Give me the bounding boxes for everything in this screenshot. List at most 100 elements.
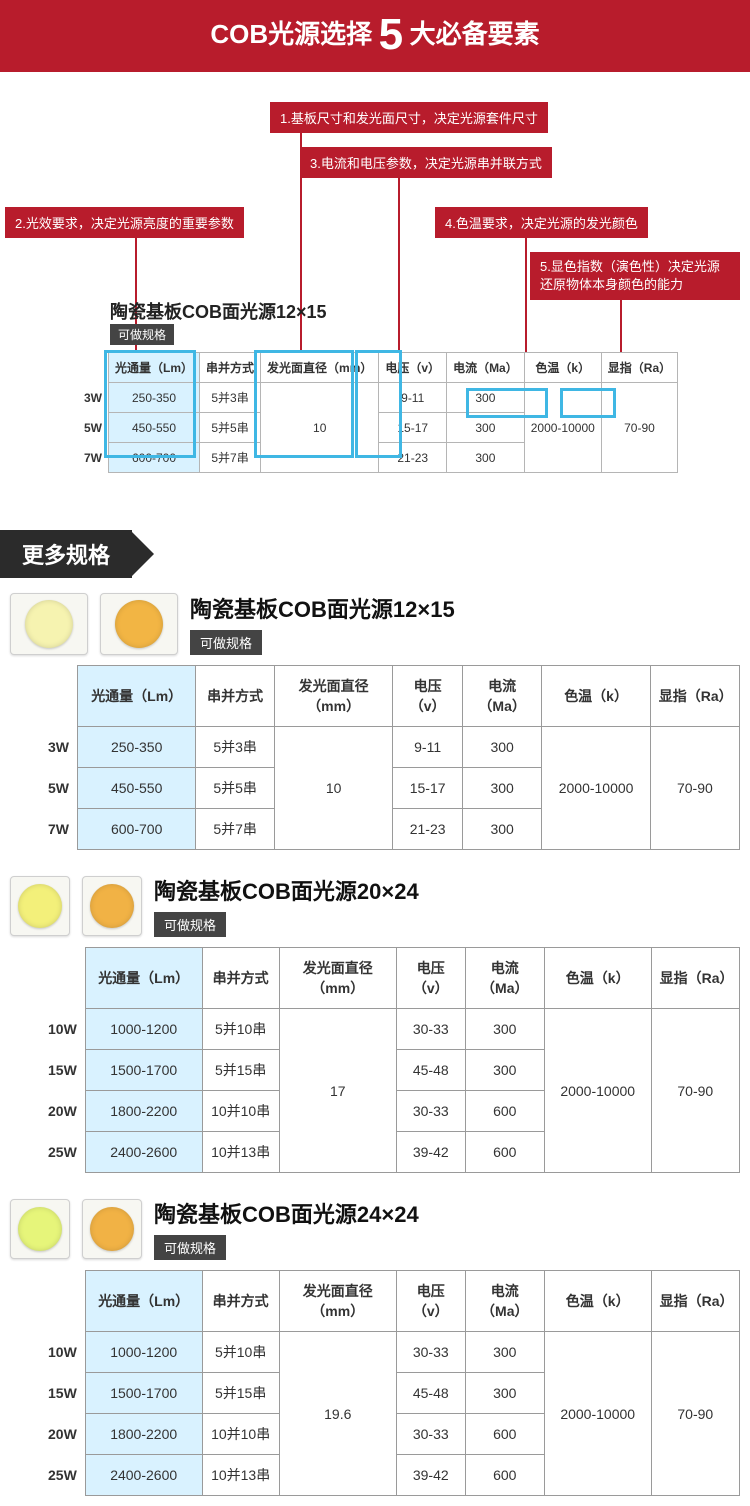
cell-current: 300: [462, 768, 542, 809]
blank-cell: [40, 666, 78, 727]
table-header: 光通量（Lm）: [85, 948, 202, 1009]
cell-mode: 5并15串: [202, 1050, 279, 1091]
row-label: 10W: [40, 1009, 85, 1050]
table-header: 显指（Ra）: [650, 666, 739, 727]
cell-diameter: 10: [274, 727, 392, 850]
banner-pre: COB光源选择: [210, 19, 372, 49]
callout-3: 3.电流和电压参数，决定光源串并联方式: [300, 147, 552, 178]
cell-ct: 2000-10000: [542, 727, 650, 850]
cell-ra: 70-90: [651, 1332, 739, 1496]
row-label: 20W: [40, 1091, 85, 1132]
banner-post: 大必备要素: [410, 19, 540, 49]
mini-table: 光通量（Lm） 串并方式 发光面直径（mm） 电压（v） 电流（Ma） 色温（k…: [78, 352, 678, 473]
c: 9-11: [379, 383, 447, 413]
banner-big: 5: [377, 10, 405, 59]
c: 5并5串: [200, 413, 261, 443]
section-header: 更多规格: [0, 530, 750, 578]
row-label: 20W: [40, 1414, 85, 1455]
cell-current: 300: [465, 1373, 544, 1414]
product-title: 陶瓷基板COB面光源20×24: [154, 874, 419, 906]
product-badge: 可做规格: [190, 630, 262, 655]
product-block: 陶瓷基板COB面光源20×24 可做规格光通量（Lm）串并方式发光面直径（mm）电…: [0, 874, 750, 1183]
table-row: 3W250-3505并3串109-113002000-1000070-90: [40, 727, 740, 768]
cell-mode: 5并15串: [202, 1373, 279, 1414]
blank-cell: [40, 1271, 85, 1332]
table-header-row: 光通量（Lm）串并方式发光面直径（mm）电压（v）电流（Ma）色温（k）显指（R…: [40, 948, 740, 1009]
product-badge: 可做规格: [154, 912, 226, 937]
c: 5并7串: [200, 443, 261, 473]
mini-rl-0: 3W: [78, 383, 109, 413]
product-table-wrap: 光通量（Lm）串并方式发光面直径（mm）电压（v）电流（Ma）色温（k）显指（R…: [10, 947, 740, 1173]
table-header: 发光面直径（mm）: [279, 1271, 396, 1332]
top-banner: COB光源选择 5 大必备要素: [0, 0, 750, 72]
cell-mode: 5并7串: [196, 809, 275, 850]
cell-current: 300: [462, 727, 542, 768]
table-header: 显指（Ra）: [651, 948, 739, 1009]
led-chip-icon: [10, 1199, 70, 1259]
c: 21-23: [379, 443, 447, 473]
product-table: 光通量（Lm）串并方式发光面直径（mm）电压（v）电流（Ma）色温（k）显指（R…: [40, 947, 740, 1173]
row-label: 15W: [40, 1050, 85, 1091]
table-header: 电流（Ma）: [462, 666, 542, 727]
product-table: 光通量（Lm）串并方式发光面直径（mm）电压（v）电流（Ma）色温（k）显指（R…: [40, 665, 740, 850]
cell-mode: 10并10串: [202, 1414, 279, 1455]
led-chip-icon: [100, 593, 178, 655]
cell-voltage: 30-33: [396, 1091, 465, 1132]
row-label: 25W: [40, 1132, 85, 1173]
cell-current: 300: [465, 1332, 544, 1373]
callout-2: 2.光效要求，决定光源亮度的重要参数: [5, 207, 244, 238]
product-badge: 可做规格: [154, 1235, 226, 1260]
cell-mode: 5并10串: [202, 1009, 279, 1050]
row-label: 7W: [40, 809, 78, 850]
mini-th-lm: 光通量（Lm）: [109, 353, 200, 383]
cell-lm: 1000-1200: [85, 1332, 202, 1373]
table-row: 10W1000-12005并10串1730-333002000-1000070-…: [40, 1009, 740, 1050]
table-header: 电流（Ma）: [465, 1271, 544, 1332]
cell-mode: 10并13串: [202, 1455, 279, 1496]
table-header: 色温（k）: [544, 948, 651, 1009]
cell-voltage: 21-23: [393, 809, 462, 850]
c: 2000-10000: [524, 383, 601, 473]
c: 5并3串: [200, 383, 261, 413]
callout-5-line2: 还原物体本身颜色的能力: [540, 277, 683, 292]
c: 300: [447, 443, 525, 473]
cell-ra: 70-90: [650, 727, 739, 850]
c: 450-550: [109, 413, 200, 443]
table-header: 串并方式: [202, 1271, 279, 1332]
row-label: 15W: [40, 1373, 85, 1414]
cell-ct: 2000-10000: [544, 1332, 651, 1496]
cell-mode: 10并13串: [202, 1132, 279, 1173]
table-header: 电压（v）: [393, 666, 462, 727]
cell-ct: 2000-10000: [544, 1009, 651, 1173]
row-label: 10W: [40, 1332, 85, 1373]
table-header-row: 光通量（Lm）串并方式发光面直径（mm）电压（v）电流（Ma）色温（k）显指（R…: [40, 666, 740, 727]
cell-voltage: 30-33: [396, 1009, 465, 1050]
mini-th-v: 电压（v）: [379, 353, 447, 383]
mini-th-k: 色温（k）: [524, 353, 601, 383]
callout-4: 4.色温要求，决定光源的发光颜色: [435, 207, 648, 238]
section-header-arrow-icon: [132, 532, 154, 576]
led-chip-icon: [82, 876, 142, 936]
product-block: 陶瓷基板COB面光源12×15可做规格光通量（Lm）串并方式发光面直径（mm）电…: [0, 592, 750, 860]
row-label: 25W: [40, 1455, 85, 1496]
callout-5: 5.显色指数（演色性）决定光源 还原物体本身颜色的能力: [530, 252, 740, 300]
cell-mode: 5并5串: [196, 768, 275, 809]
table-header: 色温（k）: [544, 1271, 651, 1332]
product-head: 陶瓷基板COB面光源20×24 可做规格: [10, 874, 740, 937]
product-table-wrap: 光通量（Lm）串并方式发光面直径（mm）电压（v）电流（Ma）色温（k）显指（R…: [10, 665, 740, 850]
table-header: 光通量（Lm）: [78, 666, 196, 727]
table-header: 光通量（Lm）: [85, 1271, 202, 1332]
table-header-row: 光通量（Lm）串并方式发光面直径（mm）电压（v）电流（Ma）色温（k）显指（R…: [40, 1271, 740, 1332]
cell-mode: 10并10串: [202, 1091, 279, 1132]
table-header: 串并方式: [196, 666, 275, 727]
c: 250-350: [109, 383, 200, 413]
section-header-label: 更多规格: [0, 530, 132, 578]
table-header: 显指（Ra）: [651, 1271, 739, 1332]
product-block: 陶瓷基板COB面光源24×24可做规格光通量（Lm）串并方式发光面直径（mm）电…: [0, 1197, 750, 1506]
c: 600-700: [109, 443, 200, 473]
table-header: 串并方式: [202, 948, 279, 1009]
mini-th-mode: 串并方式: [200, 353, 261, 383]
product-head: 陶瓷基板COB面光源12×15可做规格: [10, 592, 740, 655]
mini-table-badge: 可做规格: [110, 324, 174, 345]
cell-voltage: 39-42: [396, 1455, 465, 1496]
